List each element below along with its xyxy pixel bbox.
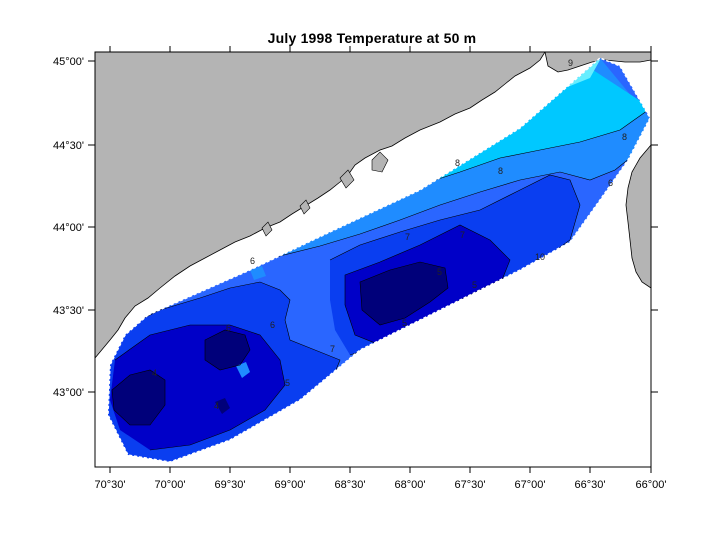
contour-label: 7: [405, 232, 410, 242]
contour-label: 8: [622, 132, 627, 142]
longitude-axis: 70°30' 70°00' 69°30' 69°00' 68°30' 68°00' 67°3…: [95, 46, 667, 491]
contour-label: 6: [270, 320, 275, 330]
contour-label: 10: [535, 252, 545, 262]
contour-label: 4: [214, 401, 219, 411]
lat-tick-label: 43°30': [53, 305, 84, 317]
land-nova-scotia: [625, 144, 651, 289]
land-islands: [261, 151, 389, 237]
land-maine: [95, 52, 546, 359]
lon-tick-label: 68°30': [335, 479, 366, 491]
lon-tick-label: 70°30': [95, 479, 126, 491]
contour-label: 9: [568, 58, 573, 68]
map-title: July 1998 Temperature at 50 m: [267, 30, 477, 46]
contour-labels: 8 8 8 7 7 7 6 6 6 6 5 5 5 5 4 4 9 10: [152, 58, 627, 411]
contour-label: 5: [285, 378, 290, 388]
latitude-axis: 45°00' 44°30' 44°00' 43°30' 43°00': [53, 56, 658, 399]
lon-tick-label: 67°30': [455, 479, 486, 491]
contour-label: 8: [455, 158, 460, 168]
lon-tick-label: 66°00': [636, 479, 667, 491]
lon-tick-label: 66°30': [575, 479, 606, 491]
map-frame: [94, 51, 652, 468]
lon-tick-label: 69°00': [275, 479, 306, 491]
lon-tick-label: 69°30': [215, 479, 246, 491]
contour-label: 6: [226, 323, 231, 333]
lat-tick-label: 45°00': [53, 56, 84, 68]
lon-tick-label: 70°00': [155, 479, 186, 491]
contour-label: 5: [437, 267, 442, 277]
contour-label: 4: [152, 368, 157, 378]
lon-tick-label: 67°00': [515, 479, 546, 491]
contour-label: 8: [498, 166, 503, 176]
survey-domain-outline: [107, 57, 651, 463]
contour-fill-6-islet: [236, 266, 266, 378]
contour-label: 5: [402, 318, 407, 328]
lat-tick-label: 44°00': [53, 222, 84, 234]
lat-tick-label: 43°00': [53, 387, 84, 399]
contour-label: 5: [472, 280, 477, 290]
lon-tick-label: 68°00': [395, 479, 426, 491]
contour-label: 6: [608, 178, 613, 188]
contour-label: 6: [250, 256, 255, 266]
lat-tick-label: 44°30': [53, 140, 84, 152]
contour-label: 7: [460, 230, 465, 240]
contour-label: 7: [330, 344, 335, 354]
contour-fill-3: [112, 262, 448, 425]
